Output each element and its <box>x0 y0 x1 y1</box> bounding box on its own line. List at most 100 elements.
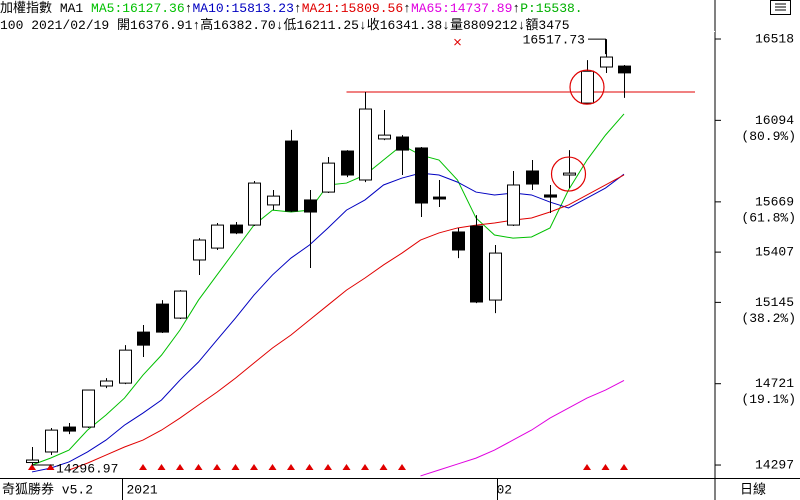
signal-triangle <box>139 464 147 470</box>
candle-body <box>378 134 391 140</box>
header-item: 低16211.25 <box>284 18 359 33</box>
candle-body <box>396 136 409 151</box>
header-arrow: ↓ <box>276 18 284 33</box>
header: 加權指數 MA1 MA5:16127.36↑MA10:15813.23↑MA21… <box>0 1 583 33</box>
signal-triangle <box>250 464 258 470</box>
signal-triangle <box>176 464 184 470</box>
x-tick-label: 2021 <box>127 482 158 497</box>
highlight-circle <box>569 69 605 105</box>
header-item: P:15538. <box>520 1 582 16</box>
header-item: 高16382.70 <box>200 17 275 33</box>
y-tick-label: 15669 <box>755 194 794 209</box>
candle-body <box>100 380 113 387</box>
signal-triangle <box>46 464 55 470</box>
signal-triangle <box>361 464 369 470</box>
candle-body <box>137 331 150 346</box>
candle-body <box>452 231 465 251</box>
candle-body <box>322 162 335 193</box>
candle-body <box>63 426 76 432</box>
y-tick-label: 15145 <box>755 295 794 310</box>
legend-arrow: ↑ <box>403 1 411 16</box>
legend-entry: MA5:16127.36 <box>91 1 185 16</box>
candle-body <box>267 195 280 206</box>
pct-tick-label: (80.9%) <box>741 129 796 144</box>
footer-right: 日線 <box>740 481 766 497</box>
signal-triangle <box>194 464 203 470</box>
y-tick-label: 16518 <box>755 31 794 46</box>
signal-triangle <box>287 464 295 470</box>
header-arrow: ↓ <box>359 18 367 33</box>
candle-body <box>359 108 372 181</box>
header-item: MA1 <box>60 1 84 16</box>
candle-body <box>211 224 224 249</box>
header-item: 收16341.38 <box>367 18 442 33</box>
candle-body <box>544 194 557 198</box>
legend-entry: MA10:15813.23 <box>192 1 293 16</box>
ma-line <box>68 174 625 471</box>
candle-body <box>174 290 187 319</box>
header-item: 額3475 <box>525 18 569 33</box>
candle-body <box>119 349 132 384</box>
header-arrow: ↑ <box>192 18 200 33</box>
legend-arrow: ↑ <box>185 1 193 16</box>
candle-body <box>193 239 206 261</box>
candle-body <box>45 429 58 453</box>
annotation-leader <box>588 38 606 55</box>
legend-arrow: ↑ <box>512 1 520 16</box>
cross-mark <box>454 38 461 46</box>
header-item: 加權指數 <box>0 1 52 16</box>
header-line: 100 2021/02/19 開16376.91↑高16382.70↓低1621… <box>0 17 570 33</box>
legend-arrow: ↑ <box>294 1 302 16</box>
footer-left: 奇狐勝券 v5.2 <box>2 481 93 497</box>
candle-body <box>563 172 576 176</box>
header-item: 開16376.91 <box>117 18 193 33</box>
signal-triangle <box>583 464 591 470</box>
candle-body <box>526 170 539 185</box>
candle-body <box>82 389 95 428</box>
header-line: 加權指數 MA1 MA5:16127.36↑MA10:15813.23↑MA21… <box>0 1 583 16</box>
y-tick-label: 15407 <box>755 245 794 260</box>
header-arrow: ↓ <box>518 18 526 33</box>
ma-line <box>420 380 625 477</box>
candle-body <box>415 147 428 204</box>
signal-triangle <box>268 464 277 470</box>
header-item: 100 <box>0 18 23 33</box>
signal-triangle <box>157 464 166 470</box>
candle-body <box>507 184 520 226</box>
candle-body <box>341 150 354 176</box>
signal-triangle <box>231 464 240 470</box>
candle-body <box>470 225 483 303</box>
header-item: 2021/02/19 <box>31 18 109 33</box>
legend-entry: MA21:15809.56 <box>302 1 403 16</box>
signal-triangle <box>213 464 221 470</box>
candle-body <box>248 182 261 226</box>
header-arrow: ↓ <box>442 18 450 33</box>
y-tick-label: 14297 <box>755 457 794 472</box>
candle-body <box>156 303 169 333</box>
candle-body <box>230 224 243 234</box>
signal-triangle <box>324 464 332 470</box>
x-tick-label: 02 <box>497 482 513 497</box>
y-axis: 16518 16094 15669 15407 15145 14721 14297 (80.9… <box>715 31 796 472</box>
y-tick-label: 14721 <box>755 376 794 391</box>
signal-triangle <box>379 464 388 470</box>
legend-entry: MA65:14737.89 <box>411 1 512 16</box>
candle-body <box>581 70 594 104</box>
candle-body <box>26 459 39 464</box>
signal-triangle <box>398 464 406 470</box>
candle-body <box>304 199 317 213</box>
high-annotation: 16517.73 <box>523 33 585 48</box>
highlight-circle <box>550 156 587 192</box>
signal-triangle <box>28 464 36 470</box>
candle-body <box>600 56 613 68</box>
signal-triangle <box>620 464 628 470</box>
header-item: 量8809212 <box>450 18 518 33</box>
plot: 16517.73 14296.97 <box>26 33 695 477</box>
candle-body <box>489 252 502 301</box>
y-tick-label: 16094 <box>755 113 794 128</box>
pct-tick-label: (19.1%) <box>741 392 796 407</box>
signal-triangle <box>342 464 351 470</box>
pct-tick-label: (38.2%) <box>741 311 796 326</box>
candle-body <box>618 65 631 74</box>
